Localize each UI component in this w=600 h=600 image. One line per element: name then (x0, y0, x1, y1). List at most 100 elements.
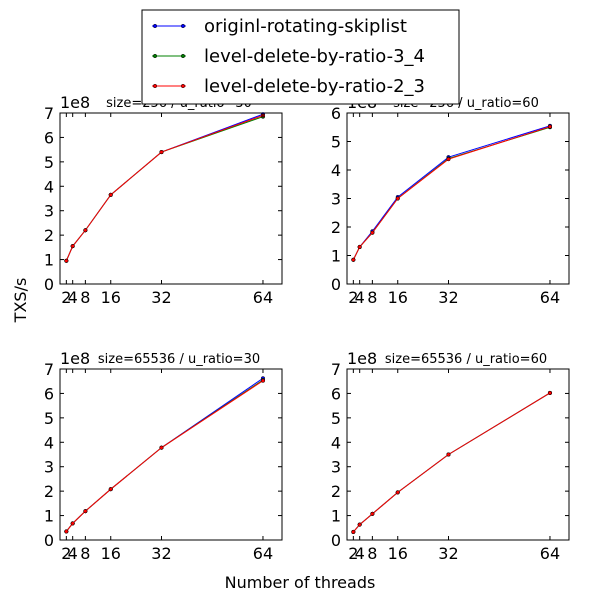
subplot-title: size=65536 / u_ratio=30 (98, 352, 260, 367)
y-tick-label: 3 (331, 458, 341, 477)
x-tick-label: 64 (253, 544, 273, 563)
x-tick-label: 32 (151, 544, 171, 563)
data-point (357, 522, 362, 527)
legend-label: level-delete-by-ratio-3_4 (204, 46, 425, 67)
y-tick-label: 1 (331, 507, 341, 526)
y-tick-label: 6 (331, 104, 341, 123)
series-line-3 (352, 126, 551, 260)
legend: originl-rotating-skiplist level-delete-by… (141, 9, 460, 105)
y-tick-label: 2 (331, 218, 341, 237)
series-line-3 (65, 114, 264, 261)
y-tick-label: 2 (44, 226, 54, 245)
data-point (446, 452, 451, 457)
y-tick-label: 4 (44, 177, 54, 196)
data-point (395, 490, 400, 495)
x-tick-label: 32 (438, 288, 458, 307)
data-point (83, 509, 88, 514)
data-point (64, 258, 69, 263)
x-tick-label: 64 (540, 288, 560, 307)
y-tick-label: 0 (331, 275, 341, 294)
y-exponent-label: 1e8 (60, 93, 90, 112)
y-tick-label: 6 (331, 384, 341, 403)
data-point (446, 157, 451, 162)
axes-frame (59, 112, 283, 285)
data-point (370, 511, 375, 516)
legend-label: originl-rotating-skiplist (204, 16, 407, 37)
x-tick-label: 32 (151, 288, 171, 307)
y-tick-label: 7 (44, 360, 54, 379)
x-tick-label: 64 (253, 288, 273, 307)
data-point (83, 228, 88, 233)
y-tick-label: 5 (331, 409, 341, 428)
legend-swatch-marker (152, 53, 158, 59)
legend-swatch-marker (152, 83, 158, 89)
y-exponent-label: 1e8 (347, 349, 377, 368)
y-tick-label: 7 (331, 360, 341, 379)
legend-swatch-marker (180, 23, 186, 29)
axes-frame (346, 368, 570, 541)
x-tick-label: 16 (101, 288, 121, 307)
axes-frame (59, 368, 283, 541)
y-tick-label: 7 (44, 104, 54, 123)
x-tick-label: 8 (367, 544, 377, 563)
y-tick-label: 3 (44, 202, 54, 221)
x-tick-label: 16 (388, 544, 408, 563)
legend-swatch-marker (180, 53, 186, 59)
legend-box (141, 9, 460, 105)
data-point (64, 529, 69, 534)
x-tick-label: 4 (68, 288, 78, 307)
x-tick-label: 4 (355, 288, 365, 307)
data-point (70, 521, 75, 526)
legend-label: level-delete-by-ratio-2_3 (204, 76, 425, 97)
data-point (547, 124, 553, 129)
y-tick-label: 3 (44, 458, 54, 477)
y-tick-label: 0 (44, 275, 54, 294)
legend-swatch-marker (180, 83, 186, 89)
data-point (357, 244, 362, 249)
y-tick-label: 4 (331, 161, 341, 180)
x-tick-label: 2 (61, 544, 71, 563)
data-point (351, 257, 356, 262)
x-tick-label: 32 (438, 544, 458, 563)
x-tick-label: 4 (68, 544, 78, 563)
x-tick-label: 8 (367, 288, 377, 307)
y-tick-label: 0 (44, 531, 54, 550)
y-tick-label: 5 (44, 409, 54, 428)
x-axis-label: Number of threads (225, 573, 376, 592)
data-point (159, 150, 164, 155)
legend-swatch-marker (152, 23, 158, 29)
data-point (370, 230, 375, 235)
x-tick-label: 64 (540, 544, 560, 563)
data-point (547, 390, 553, 395)
x-tick-label: 2 (348, 544, 358, 563)
y-tick-label: 1 (44, 507, 54, 526)
y-tick-label: 4 (331, 433, 341, 452)
y-tick-label: 5 (44, 153, 54, 172)
y-tick-label: 6 (44, 384, 54, 403)
y-axis-label: TXS/s (11, 278, 30, 324)
data-point (108, 192, 113, 197)
data-point (108, 487, 113, 492)
x-tick-label: 16 (101, 544, 121, 563)
x-tick-label: 2 (61, 288, 71, 307)
data-point (351, 529, 356, 534)
y-tick-label: 3 (331, 190, 341, 209)
x-tick-label: 4 (355, 544, 365, 563)
x-tick-label: 8 (80, 288, 90, 307)
data-point (70, 244, 75, 249)
data-point (260, 378, 266, 383)
y-tick-label: 4 (44, 433, 54, 452)
x-tick-label: 2 (348, 288, 358, 307)
x-tick-label: 8 (80, 544, 90, 563)
subplot-title: size=65536 / u_ratio=60 (385, 352, 547, 367)
y-tick-label: 1 (331, 247, 341, 266)
data-point (159, 445, 164, 450)
y-tick-label: 6 (44, 128, 54, 147)
x-tick-label: 16 (388, 288, 408, 307)
y-tick-label: 1 (44, 251, 54, 270)
data-point (395, 196, 400, 201)
